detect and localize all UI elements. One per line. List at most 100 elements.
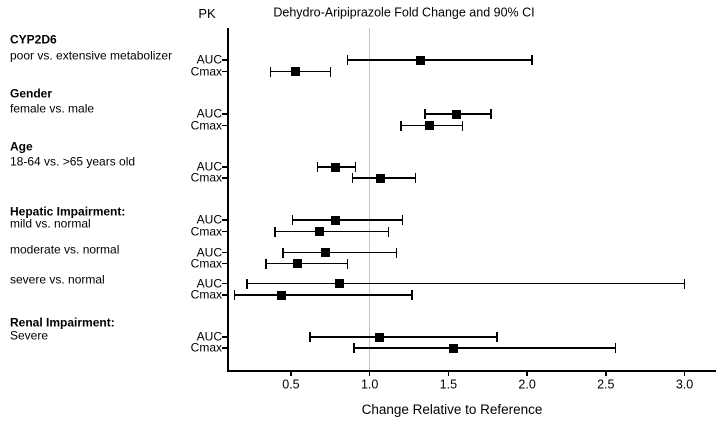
pk-row-label: AUC (196, 245, 222, 260)
x-tick-label: 1.0 (360, 377, 379, 392)
y-axis-row-tick (222, 70, 228, 73)
x-tick-label: 3.0 (675, 377, 694, 392)
ci-cap-high (411, 290, 413, 300)
x-tick (683, 371, 686, 376)
ci-cap-low (309, 332, 311, 342)
estimate-marker (314, 227, 324, 236)
ci-cap-low (351, 173, 354, 183)
y-axis-row-tick (222, 294, 228, 296)
pk-row-label: AUC (196, 52, 222, 67)
x-tick (605, 371, 607, 376)
y-axis-row-tick (222, 336, 228, 338)
ci-cap-high (496, 332, 498, 342)
ci-cap-high (346, 258, 349, 269)
ci-cap-low (346, 55, 349, 65)
ci-cap-high (614, 343, 616, 353)
pk-row-label: AUC (196, 212, 222, 227)
ci-cap-low (246, 278, 248, 289)
ci-line (292, 219, 403, 221)
x-tick (368, 371, 371, 376)
pk-row-label: Cmax (190, 340, 222, 355)
ci-cap-high (414, 173, 417, 183)
ci-cap-high (490, 109, 492, 119)
y-axis-row-tick (222, 282, 228, 285)
ci-cap-high (683, 278, 686, 289)
ci-cap-low (269, 66, 272, 77)
estimate-marker (448, 343, 458, 353)
ci-cap-low (265, 258, 267, 269)
y-axis-row-tick (222, 124, 228, 127)
pk-row-label: Cmax (190, 224, 222, 239)
y-axis-row-tick (222, 113, 228, 115)
ci-line (283, 251, 397, 254)
ci-cap-low (316, 162, 319, 172)
y-axis-line (227, 28, 229, 371)
ci-line (265, 262, 348, 265)
ci-cap-high (329, 66, 332, 77)
ci-cap-low (400, 120, 402, 131)
entry-label: 18-64 vs. >65 years old (10, 154, 136, 169)
entry-label: moderate vs. normal (10, 242, 120, 257)
estimate-marker (424, 121, 434, 130)
group-header: Hepatic Impairment: (10, 204, 126, 219)
entry-label: poor vs. extensive metabolizer (10, 48, 173, 63)
pk-row-label: Cmax (190, 256, 222, 271)
ci-line (309, 336, 498, 338)
y-axis-row-tick (222, 177, 228, 179)
estimate-marker (292, 259, 302, 268)
y-axis-row-tick (222, 347, 228, 349)
estimate-marker (330, 215, 340, 225)
pk-row-label: Cmax (190, 287, 222, 302)
pk-row-label: AUC (196, 159, 222, 174)
ci-line (270, 70, 331, 73)
ci-line (275, 230, 389, 233)
estimate-marker (277, 290, 287, 300)
entry-label: female vs. male (10, 101, 95, 116)
pk-row-label: Cmax (190, 170, 222, 185)
pk-row-label: AUC (196, 276, 222, 291)
x-axis-title: Change Relative to Reference (361, 401, 543, 417)
group-header: Renal Impairment: (10, 315, 115, 330)
pk-row-label: Cmax (190, 64, 222, 79)
estimate-marker (451, 109, 461, 119)
pk-row-label: AUC (196, 106, 222, 121)
y-axis-row-tick (222, 230, 228, 233)
x-tick (447, 371, 450, 376)
ci-cap-high (531, 55, 533, 65)
ci-cap-low (424, 109, 426, 119)
ci-cap-low (233, 290, 236, 300)
ci-line (353, 347, 616, 349)
x-tick-label: 2.5 (597, 377, 615, 392)
entry-label: mild vs. normal (10, 216, 91, 231)
x-axis-line (227, 370, 716, 372)
estimate-marker (335, 279, 345, 288)
y-axis-row-tick (222, 219, 228, 221)
ci-cap-high (401, 215, 404, 225)
reference-line (369, 28, 371, 371)
ci-cap-high (354, 162, 357, 172)
x-tick (290, 371, 292, 376)
x-tick-label: 1.5 (439, 377, 458, 392)
y-axis-row-tick (222, 59, 228, 61)
entry-label: severe vs. normal (10, 272, 105, 287)
pk-column-header: PK (198, 6, 216, 22)
ci-line (234, 294, 413, 296)
group-header: Age (10, 139, 33, 154)
ci-cap-low (274, 226, 276, 237)
estimate-marker (321, 248, 331, 257)
estimate-marker (415, 55, 425, 65)
y-axis-row-tick (222, 262, 228, 265)
estimate-marker (376, 173, 386, 183)
pk-row-label: Cmax (190, 118, 222, 133)
ci-cap-low (282, 247, 284, 258)
x-tick (526, 371, 528, 376)
pk-row-label: AUC (196, 329, 222, 344)
y-axis-row-tick (222, 251, 228, 254)
y-axis-row-tick (222, 166, 228, 168)
estimate-marker (330, 162, 340, 172)
ci-line (347, 59, 532, 61)
ci-cap-high (387, 226, 390, 237)
ci-line (246, 282, 685, 285)
group-header: CYP2D6 (10, 32, 57, 47)
